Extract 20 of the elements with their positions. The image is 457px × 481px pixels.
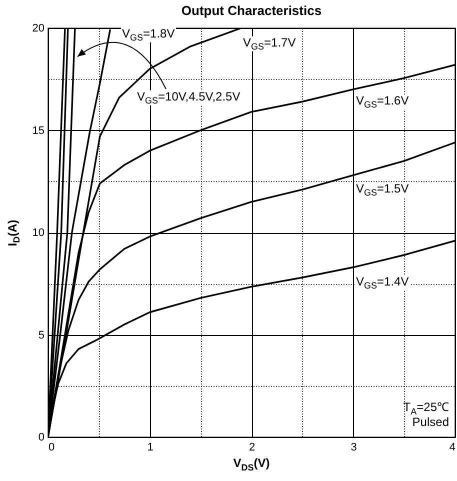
annotation: T$_{A}$=25℃ [403,400,449,416]
y-tick-label: 10 [32,227,44,239]
annotation: V$_{GS}$=1.5V [355,181,410,198]
annotation: V$_{GS}$=1.4V [355,274,410,291]
x-tick-label: 0 [48,442,55,454]
annotation: V$_{GS}$=10V,4.5V,2.5V [136,89,242,106]
annotation: V$_{GS}$=1.7V [242,35,297,52]
x-tick-label: 2 [248,442,256,454]
x-tick-label: 3 [350,442,357,454]
chart-title: Output Characteristics [181,3,322,18]
y-tick-label: 5 [38,329,44,342]
x-axis-title: V$_{DS}$(V) [233,456,270,472]
y-tick-label: 0 [38,432,44,444]
x-tick-label: 1 [147,442,154,454]
y-tick-label: 15 [32,124,44,137]
y-tick-label: 20 [32,22,44,34]
annotation: V$_{GS}$=1.6V [355,93,410,110]
annotation: V$_{GS}$=1.8V [121,26,176,43]
annotation: Pulsed [412,415,449,429]
x-tick-label: 4 [449,442,456,454]
